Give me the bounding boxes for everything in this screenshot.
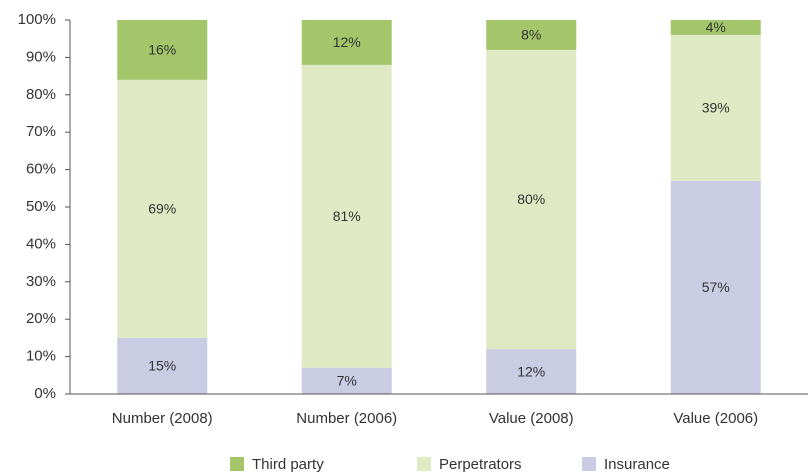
value-label: 16% [148,42,176,58]
y-tick-label: 50% [26,198,56,215]
legend-label: Perpetrators [439,456,522,473]
value-label: 12% [333,34,361,50]
bar-segment [117,20,208,80]
bar-segment [670,180,761,394]
value-label: 15% [148,358,176,374]
y-tick-label: 100% [18,11,56,28]
y-tick-label: 40% [26,235,56,252]
bar-segment [301,20,392,65]
legend-swatch [417,457,431,471]
x-tick-label: Number (2006) [296,410,397,427]
bar-segment [301,64,392,368]
bar-segment [301,367,392,394]
y-tick-label: 30% [26,273,56,290]
legend-label: Insurance [604,456,670,473]
value-label: 69% [148,201,176,217]
y-tick-label: 80% [26,86,56,103]
bar-segment [670,34,761,181]
bar-segment [486,49,577,350]
legend-label: Third party [252,456,324,473]
value-label: 39% [702,100,730,116]
legend-swatch [230,457,244,471]
y-tick-label: 90% [26,48,56,65]
bar-segment [117,79,208,338]
x-tick-label: Value (2006) [673,410,758,427]
bar-segment [670,20,761,35]
bar-segment [117,337,208,394]
value-label: 57% [702,279,730,295]
y-tick-label: 60% [26,161,56,178]
legend-swatch [582,457,596,471]
y-tick-label: 0% [34,385,56,402]
value-label: 8% [521,27,541,43]
x-tick-label: Number (2008) [112,410,213,427]
value-label: 12% [517,363,545,379]
value-label: 80% [517,191,545,207]
y-tick-label: 70% [26,123,56,140]
x-tick-label: Value (2008) [489,410,574,427]
y-tick-label: 10% [26,348,56,365]
value-label: 81% [333,208,361,224]
y-tick-label: 20% [26,310,56,327]
bar-segment [486,20,577,50]
value-label: 7% [337,373,357,389]
value-label: 4% [706,19,726,35]
bar-segment [486,349,577,394]
